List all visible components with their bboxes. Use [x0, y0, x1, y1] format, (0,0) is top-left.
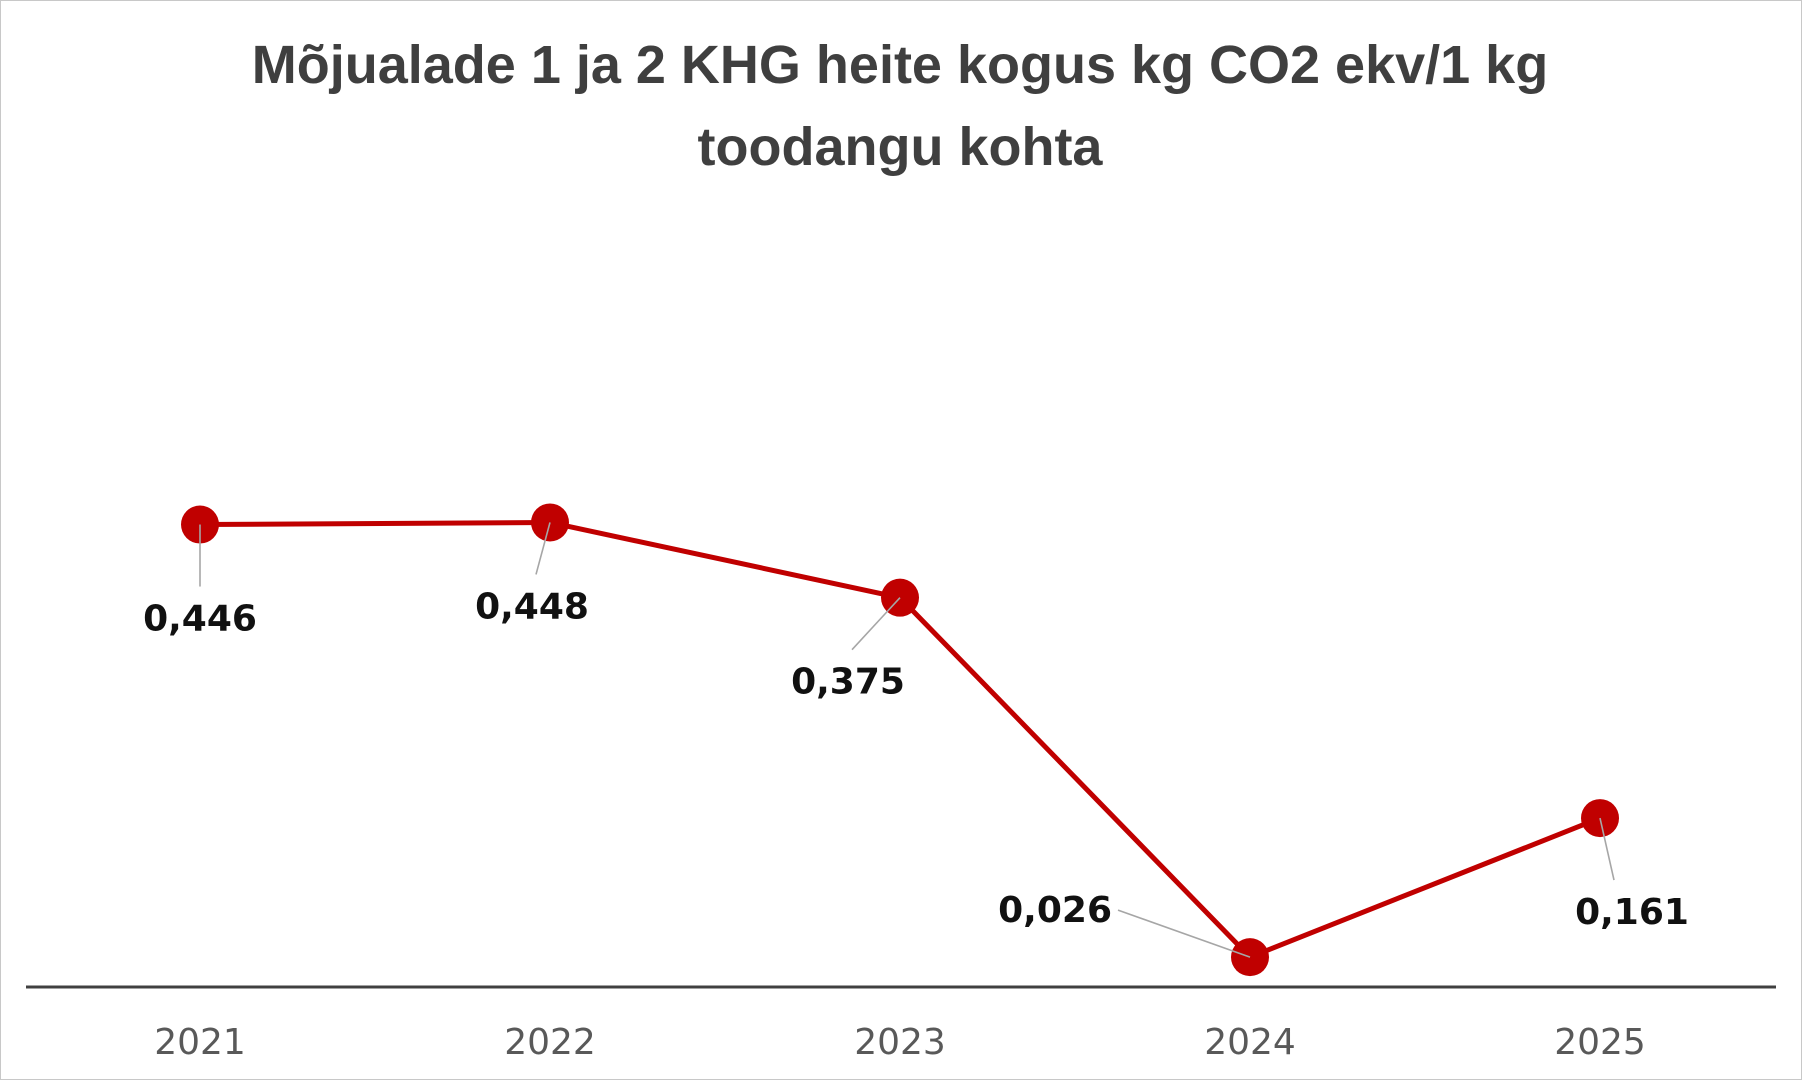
series-layer [181, 503, 1619, 977]
x-tick-label: 2025 [1554, 1022, 1646, 1063]
data-label-layer: 0,446 0,448 0,375 0,026 0,161 [143, 522, 1689, 958]
data-label-leader [535, 522, 551, 575]
data-label-2022: 0,448 [475, 586, 589, 627]
data-label-leader [1117, 909, 1251, 958]
data-label-2025: 0,161 [1575, 892, 1689, 933]
data-label-2021: 0,446 [143, 599, 257, 640]
x-tick-label: 2023 [854, 1022, 946, 1063]
data-label-leader [851, 597, 901, 651]
x-tick-label: 2021 [154, 1022, 246, 1063]
data-label-2023: 0,375 [791, 662, 905, 703]
x-tick-layer: 2021 2022 2023 2024 2025 [154, 1022, 1646, 1063]
chart-title: Mõjualade 1 ja 2 KHG heite kogus kg CO2 … [251, 35, 1549, 177]
x-tick-label: 2022 [504, 1022, 596, 1063]
x-tick-label: 2024 [1204, 1022, 1296, 1063]
data-label-2024: 0,026 [998, 890, 1112, 931]
data-label-leader [1599, 817, 1615, 881]
